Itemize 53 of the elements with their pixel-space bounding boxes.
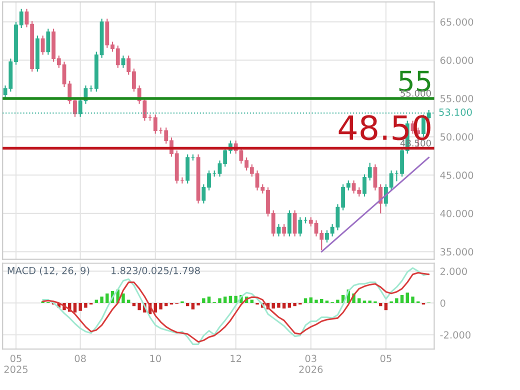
bar [395, 298, 398, 303]
bar [84, 302, 88, 308]
bar [78, 302, 82, 311]
bar [406, 292, 409, 303]
x-tick-label: 12 [230, 354, 242, 362]
bar [106, 293, 109, 303]
bar [73, 302, 77, 313]
y-tick-label: 35.000 [440, 248, 474, 256]
bar [154, 302, 158, 313]
bar [358, 298, 361, 303]
bar [196, 302, 200, 306]
y-tick-label: 50.000 [440, 133, 474, 141]
y-tick-label: 2.000 [440, 268, 467, 276]
bar [218, 298, 222, 303]
bar [202, 298, 206, 303]
x-tick-label: 08 [74, 354, 86, 362]
x-tick-label: 05 [380, 354, 392, 362]
annotation: 55.000 [400, 90, 431, 97]
y-tick-label: -2.000 [440, 331, 470, 339]
bar [228, 296, 232, 303]
y-tick-label: 60.000 [440, 56, 474, 64]
bar [223, 296, 227, 303]
chart-title: MACD (12, 26, 9) [8, 266, 90, 276]
y-tick-label: 0 [440, 299, 446, 307]
bar [411, 296, 414, 303]
bar [309, 297, 312, 303]
bar [272, 302, 275, 309]
x-tick-label: 03 2026 [299, 354, 323, 374]
bar [314, 300, 318, 303]
x-tick-label: 10 [150, 354, 161, 362]
bar [336, 300, 340, 303]
y-tick-label: 65.000 [440, 18, 474, 26]
bar [277, 302, 280, 308]
x-tick-label: 05 2025 [4, 354, 28, 374]
bar [384, 302, 388, 310]
bar [191, 302, 195, 310]
bar [400, 295, 404, 303]
bar [138, 302, 141, 310]
ref-line-label: 55 [399, 70, 430, 92]
bar [320, 299, 324, 303]
bar [304, 298, 308, 303]
annotation: 1.823/0.025/1.798 [112, 266, 200, 275]
bar [282, 302, 286, 309]
y-tick-label: 40.000 [440, 210, 474, 218]
y-tick-label: 55.000 [440, 94, 474, 102]
bar [293, 302, 296, 306]
bar [122, 293, 125, 303]
bar [207, 296, 211, 303]
bar [234, 296, 238, 303]
y-tick-label: 45.000 [440, 172, 474, 179]
ref-line-label: 53.100 [439, 108, 472, 116]
bar [159, 302, 162, 310]
bar [100, 296, 104, 303]
